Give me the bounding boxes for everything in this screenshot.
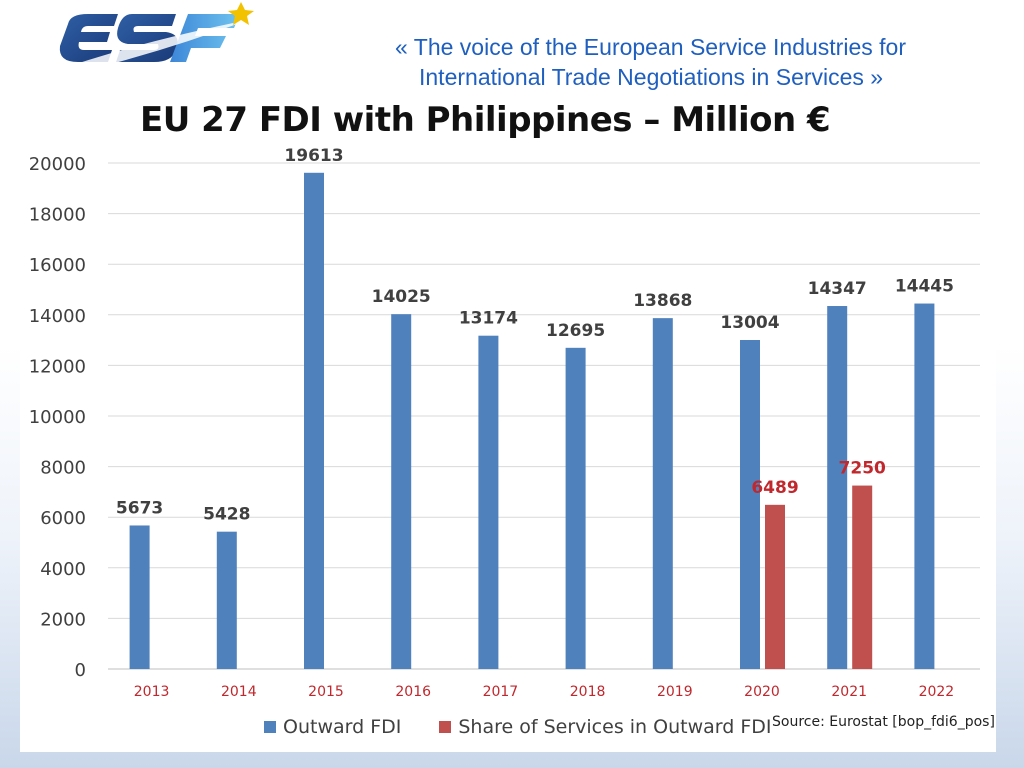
legend-item-services: Share of Services in Outward FDI (439, 716, 772, 738)
bar-outward (129, 525, 150, 669)
legend-swatch-services (439, 721, 452, 733)
bar-outward (216, 531, 237, 669)
data-label: 7250 (839, 459, 886, 479)
legend: Outward FDI Share of Services in Outward… (264, 716, 810, 738)
x-tick-label: 2015 (308, 684, 344, 700)
bar-outward (565, 347, 586, 669)
y-tick-label: 12000 (29, 356, 86, 377)
y-tick-label: 14000 (29, 306, 86, 327)
esf-logo (52, 2, 254, 78)
y-tick-label: 18000 (29, 205, 86, 226)
data-label: 5428 (203, 505, 250, 525)
bar-services (852, 485, 873, 669)
legend-item-outward: Outward FDI (264, 716, 401, 738)
x-tick-label: 2017 (483, 684, 519, 700)
data-label: 5673 (116, 498, 163, 518)
y-tick-label: 6000 (40, 508, 86, 529)
bar-outward (391, 314, 412, 669)
data-label: 13004 (720, 313, 779, 333)
bar-outward (740, 339, 760, 669)
y-tick-label: 4000 (40, 559, 86, 580)
y-tick-label: 20000 (29, 154, 86, 175)
data-label: 14445 (895, 277, 954, 297)
data-label: 13868 (633, 291, 692, 311)
tagline-line-2: International Trade Negotiations in Serv… (419, 64, 884, 90)
bar-outward (478, 335, 499, 669)
x-tick-label: 2022 (919, 684, 955, 700)
bar-outward (827, 306, 848, 669)
y-tick-label: 16000 (29, 255, 86, 276)
bar-outward (304, 172, 324, 669)
y-tick-label: 8000 (40, 458, 86, 479)
x-tick-label: 2018 (570, 684, 606, 700)
y-tick-label: 10000 (29, 407, 86, 428)
source-note: Source: Eurostat [bop_fdi6_pos] (772, 714, 995, 730)
data-label: 19613 (284, 146, 343, 166)
legend-swatch-outward (264, 721, 276, 733)
x-tick-label: 2014 (221, 684, 257, 700)
bar-outward (652, 318, 673, 669)
x-tick-label: 2019 (657, 684, 693, 700)
bar-outward (914, 303, 935, 669)
legend-label-outward: Outward FDI (283, 716, 402, 738)
tagline-line-1: « The voice of the European Service Indu… (395, 34, 906, 60)
x-tick-label: 2020 (744, 684, 780, 700)
data-label: 14347 (808, 279, 867, 299)
x-tick-label: 2021 (831, 684, 867, 700)
data-label: 13174 (459, 309, 518, 329)
x-tick-label: 2016 (395, 684, 431, 700)
x-tick-label: 2013 (134, 684, 170, 700)
data-label: 6489 (751, 478, 798, 498)
star-icon (228, 2, 254, 25)
y-tick-label: 0 (75, 660, 86, 681)
bar-services (765, 504, 785, 669)
tagline: « The voice of the European Service Indu… (395, 32, 995, 92)
y-tick-label: 2000 (40, 609, 86, 630)
data-label: 12695 (546, 321, 605, 341)
legend-label-services: Share of Services in Outward FDI (458, 716, 772, 738)
data-label: 14025 (372, 287, 431, 307)
chart-title: EU 27 FDI with Philippines – Million € (140, 100, 831, 140)
